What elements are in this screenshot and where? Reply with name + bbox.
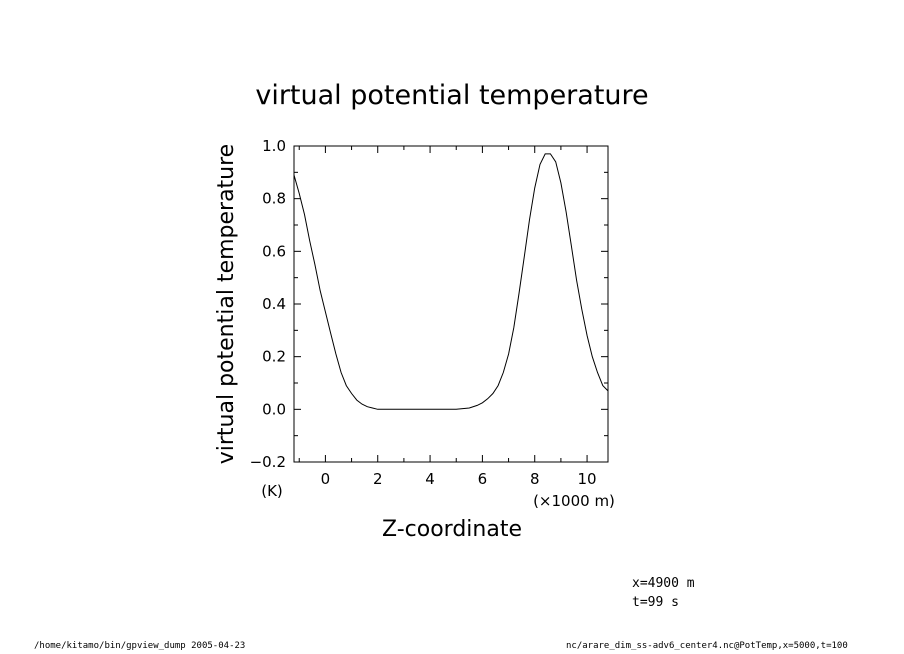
plot-frame — [293, 145, 609, 463]
annotation-t: t=99 s — [632, 595, 679, 610]
y-tick-label: 0.6 — [262, 242, 286, 260]
x-tick-label: 10 — [578, 470, 597, 488]
x-tick-label: 0 — [321, 470, 331, 488]
y-tick-label: 0.0 — [262, 400, 286, 418]
y-tick-label: 0.4 — [262, 295, 286, 313]
footer-left: /home/kitamo/bin/gpview_dump 2005-04-23 — [34, 641, 246, 651]
x-tick-label: 4 — [425, 470, 435, 488]
y-tick-label: 0.8 — [262, 190, 286, 208]
tick-labels: 0 2 4 6 8 10 1.0 0.8 0.6 0.4 0.2 0.0 −0.2 — [250, 137, 597, 488]
y-axis-label: virtual potential temperature — [214, 144, 239, 464]
chart-title: virtual potential temperature — [255, 80, 648, 111]
x-unit-label: (×1000 m) — [533, 492, 615, 510]
x-tick-label: 6 — [478, 470, 488, 488]
y-tick-label: 1.0 — [262, 137, 286, 155]
y-tick-label: 0.2 — [262, 348, 286, 366]
x-tick-label: 2 — [373, 470, 383, 488]
x-axis-label: Z-coordinate — [382, 517, 522, 542]
x-tick-label: 8 — [530, 470, 540, 488]
y-tick-label: −0.2 — [250, 453, 286, 471]
footer-right: nc/arare_dim_ss-adv6_center4.nc@PotTemp,… — [566, 641, 848, 651]
y-unit-label: (K) — [261, 482, 283, 500]
series-line — [293, 153, 609, 410]
tick-marks — [294, 145, 608, 463]
annotation-x: x=4900 m — [632, 576, 695, 591]
